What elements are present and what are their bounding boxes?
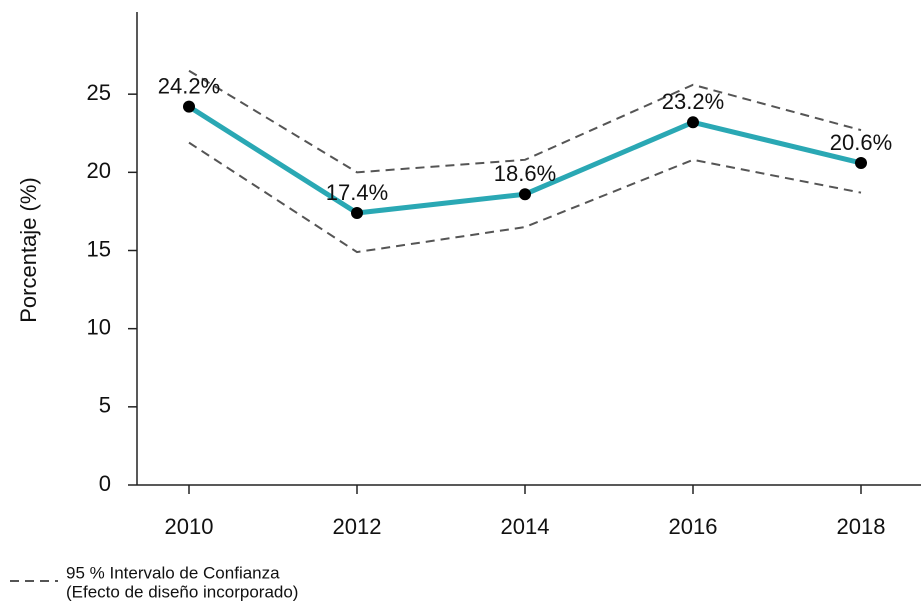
data-label: 24.2%: [158, 73, 220, 98]
data-label: 17.4%: [326, 180, 388, 205]
y-tick-label: 25: [87, 80, 111, 105]
x-tick-label: 2010: [165, 514, 214, 539]
y-tick-label: 0: [99, 471, 111, 496]
ci-line: [188, 141, 862, 254]
data-label: 23.2%: [662, 89, 724, 114]
data-label: 18.6%: [494, 161, 556, 186]
data-label: 20.6%: [830, 130, 892, 155]
point: [519, 188, 531, 201]
x-tick-label: 2014: [501, 514, 550, 539]
y-axis-label: Porcentaje (%): [16, 177, 41, 323]
legend-label: 95 % Intervalo de Confianza: [66, 563, 280, 582]
y-tick-label: 15: [87, 236, 111, 261]
y-tick-label: 20: [87, 158, 111, 183]
legend-label: (Efecto de diseño incorporado): [66, 582, 298, 601]
point: [855, 156, 867, 169]
point: [687, 116, 699, 129]
x-tick-label: 2016: [669, 514, 718, 539]
point: [351, 206, 363, 219]
x-tick-label: 2018: [837, 514, 886, 539]
ci-line: [188, 69, 862, 174]
x-tick-label: 2012: [333, 514, 382, 539]
point: [183, 100, 195, 113]
y-tick-label: 5: [99, 393, 111, 418]
y-tick-label: 10: [87, 314, 111, 339]
